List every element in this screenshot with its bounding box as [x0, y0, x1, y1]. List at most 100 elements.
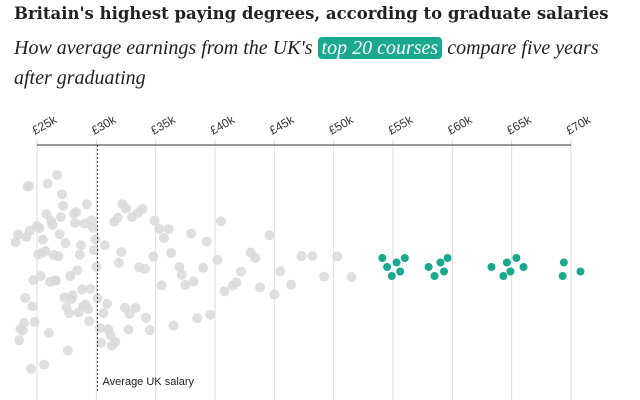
course-dot — [231, 277, 242, 288]
course-dot — [37, 234, 48, 245]
top-course-dot — [512, 254, 521, 262]
course-dot — [96, 337, 107, 348]
course-dot — [140, 263, 151, 274]
course-dot — [42, 178, 53, 189]
course-dot — [176, 269, 187, 280]
subtitle-text: How average earnings from the UK's — [14, 37, 318, 59]
course-dot — [156, 280, 167, 291]
course-dot — [113, 257, 124, 268]
course-dot — [250, 252, 261, 263]
course-dot — [14, 335, 25, 346]
course-dot — [91, 262, 102, 273]
course-dot — [39, 359, 50, 370]
course-dot — [296, 251, 307, 262]
course-dot — [264, 230, 275, 241]
course-dot — [212, 254, 223, 265]
course-dot — [103, 324, 114, 335]
course-dot — [83, 303, 94, 314]
course-dot — [54, 229, 65, 240]
course-dot — [99, 240, 110, 251]
x-tick-label: £25k — [30, 112, 60, 138]
x-tick-label: £50k — [326, 112, 356, 138]
course-dot — [62, 345, 73, 356]
top-course-dot — [396, 267, 405, 276]
top-course-dot — [387, 272, 396, 280]
course-dot — [102, 298, 113, 309]
course-dot — [86, 215, 97, 226]
top-course-dot — [443, 254, 452, 262]
course-dot — [74, 249, 85, 260]
course-dot — [215, 216, 226, 227]
course-dot — [121, 203, 132, 214]
course-dot — [163, 224, 174, 235]
course-dot — [59, 292, 70, 303]
x-tick-label: £30k — [89, 112, 119, 138]
course-dot — [112, 212, 123, 223]
course-dot — [55, 212, 66, 223]
course-dot — [27, 301, 38, 312]
course-dot — [255, 282, 266, 293]
course-dot — [307, 251, 318, 262]
top-course-dot — [558, 272, 567, 280]
course-dot — [64, 308, 75, 319]
course-dot — [56, 189, 67, 200]
course-dot — [144, 325, 155, 336]
course-dot — [88, 245, 99, 256]
course-dot — [43, 327, 54, 338]
course-dot — [166, 248, 177, 259]
x-tick-label: £35k — [148, 112, 178, 138]
course-dot — [70, 218, 80, 229]
top-course-dot — [436, 258, 445, 267]
x-tick-label: £65k — [504, 112, 534, 138]
course-dot — [106, 340, 117, 351]
course-dot — [17, 325, 28, 336]
top-course-dot — [487, 263, 496, 271]
top-course-dot — [506, 267, 515, 276]
course-dot — [269, 289, 280, 300]
x-tick-label: £45k — [267, 112, 297, 138]
course-dot — [174, 261, 185, 272]
course-dot — [20, 292, 31, 303]
header: Britain's highest paying degrees, accord… — [14, 4, 634, 93]
top-course-dot — [502, 258, 511, 267]
course-dot — [168, 320, 179, 331]
course-dot — [332, 251, 343, 262]
x-tick-label: £55k — [385, 112, 415, 138]
course-dot — [72, 265, 83, 276]
course-dot — [22, 181, 33, 192]
course-dot — [148, 251, 159, 262]
course-dot — [58, 200, 69, 211]
course-dot — [18, 317, 29, 328]
course-dot — [29, 317, 40, 328]
course-dot — [132, 208, 143, 219]
course-dot — [34, 223, 45, 234]
course-dot — [201, 236, 212, 247]
course-dot — [188, 276, 199, 287]
top-course-dot — [424, 263, 433, 271]
course-dot — [275, 266, 286, 277]
course-dot — [36, 248, 47, 259]
top-course-dot — [400, 254, 409, 262]
x-tick-label: £70k — [563, 112, 593, 138]
course-dot — [47, 219, 58, 230]
course-dot — [26, 363, 37, 374]
top-course-dot — [440, 267, 449, 276]
course-dot — [68, 208, 79, 219]
course-dot — [75, 240, 86, 251]
course-dot — [65, 271, 76, 282]
course-dot — [87, 222, 98, 233]
course-dot — [205, 309, 216, 320]
course-dot — [124, 308, 135, 319]
annotation-label: Average UK salary — [103, 376, 195, 388]
course-dot — [90, 234, 101, 245]
course-dot — [53, 251, 64, 262]
course-dot — [154, 224, 165, 235]
course-dot — [236, 266, 247, 277]
course-dot — [319, 271, 330, 282]
subtitle-highlight: top 20 courses — [317, 37, 443, 59]
course-dot — [346, 271, 357, 282]
course-dot — [98, 308, 109, 319]
top-course-dot — [576, 267, 585, 276]
chart-title: Britain's highest paying degrees, accord… — [14, 4, 609, 23]
